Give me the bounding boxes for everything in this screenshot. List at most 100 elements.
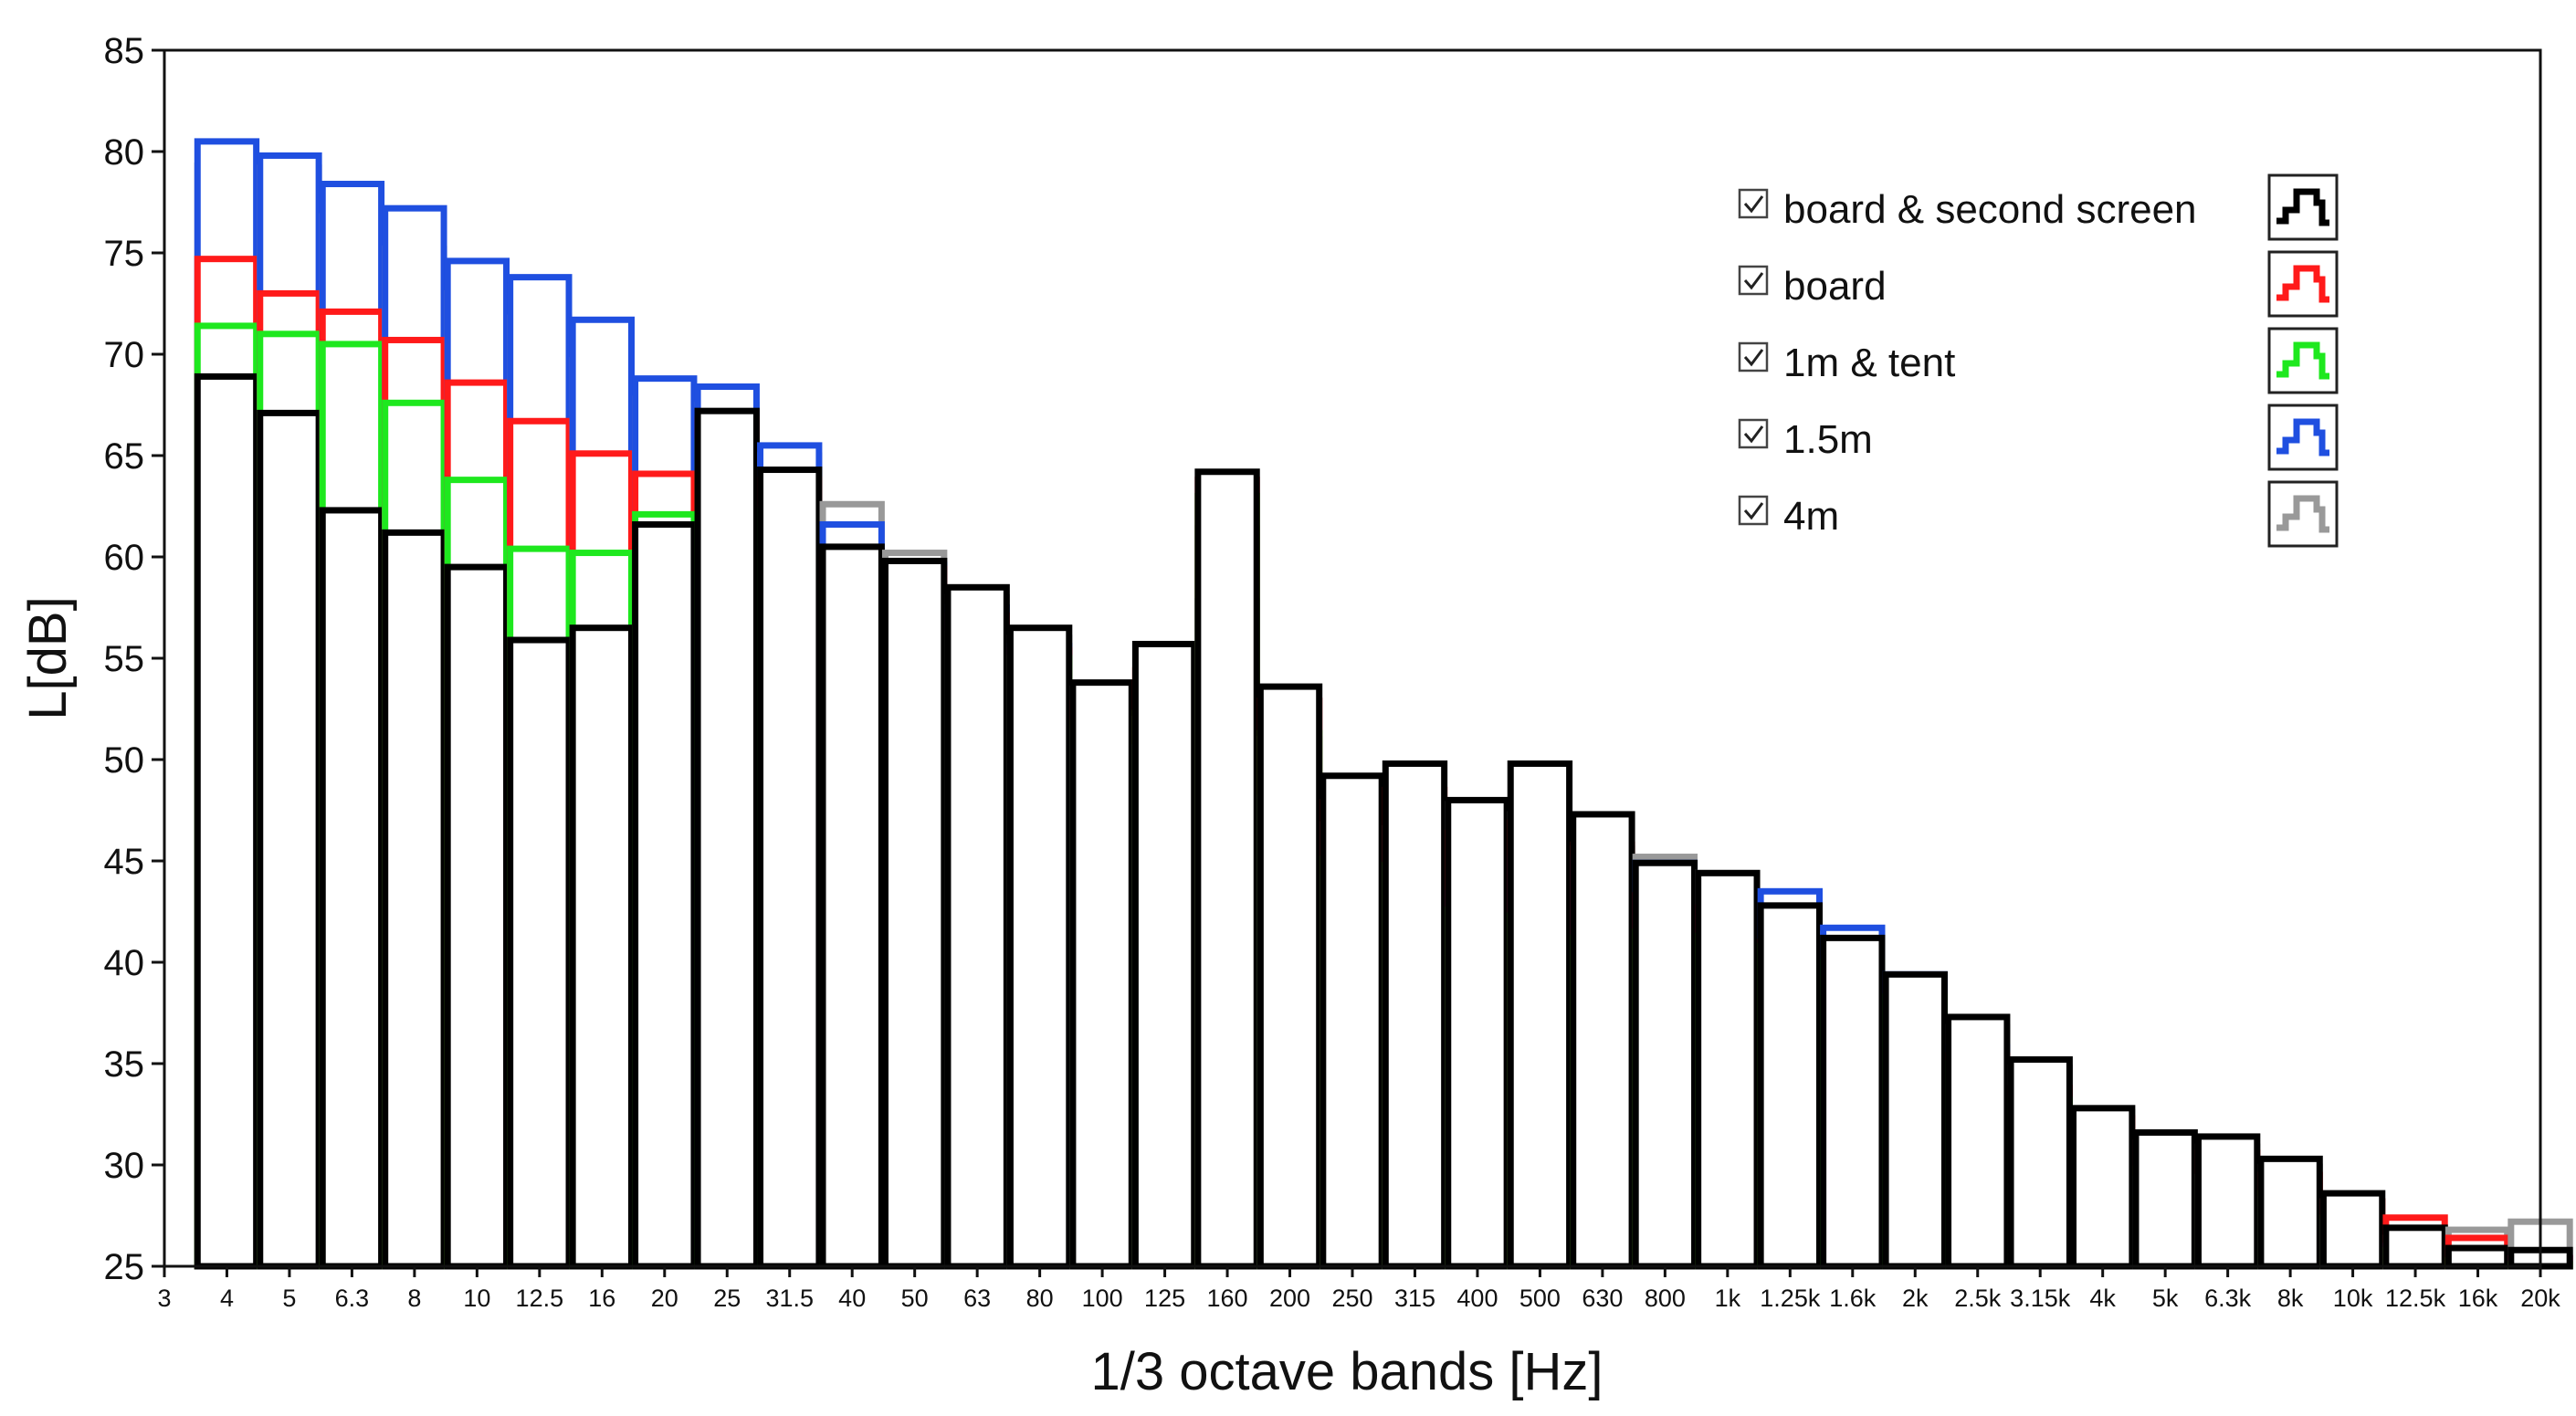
- check-icon: [1743, 425, 1764, 444]
- series-glyph-icon: [2276, 418, 2329, 456]
- band-group: [1820, 924, 1886, 1270]
- x-tick-label: 8k: [2277, 1285, 2304, 1312]
- bar-board-second-screen: [757, 467, 823, 1270]
- bar-board-second-screen: [257, 409, 322, 1270]
- x-tick-label: 3: [157, 1285, 171, 1312]
- bar-board-second-screen: [2257, 1155, 2323, 1270]
- band-group: [2132, 1128, 2198, 1270]
- band-group: [2382, 1214, 2448, 1270]
- x-tick-label: 80: [1026, 1285, 1054, 1312]
- x-axis: 3 4 5 6.3 8 10 12.5 16 20 25 31.5 40 50 63 80 100 125 160…: [157, 1266, 2560, 1312]
- x-tick-label: 500: [1519, 1285, 1561, 1312]
- bar-board-second-screen: [2007, 1056, 2073, 1270]
- x-tick-label: 800: [1645, 1285, 1686, 1312]
- x-tick-label: 125: [1144, 1285, 1185, 1312]
- band-group: [444, 257, 510, 1270]
- x-tick-label: 12.5k: [2385, 1285, 2446, 1312]
- bar-board-second-screen: [507, 636, 573, 1270]
- x-tick-label: 1.6k: [1829, 1285, 1877, 1312]
- check-icon: [1743, 502, 1764, 520]
- bar-board-second-screen: [2445, 1244, 2511, 1270]
- band-group: [1069, 679, 1135, 1270]
- bar-board-second-screen: [1820, 934, 1886, 1270]
- check-icon: [1743, 195, 1764, 214]
- bar-board-second-screen: [1507, 760, 1573, 1270]
- bars-layer: [194, 138, 2573, 1270]
- x-tick-label: 5: [282, 1285, 296, 1312]
- legend-swatch: [2267, 404, 2339, 471]
- band-group: [1006, 624, 1073, 1270]
- legend-label: 1.5m: [1783, 417, 1873, 462]
- y-tick-label: 80: [104, 132, 145, 173]
- bar-board-second-screen: [1757, 902, 1823, 1270]
- bar-board-second-screen: [1382, 760, 1448, 1270]
- legend-checkbox: [1738, 265, 1769, 296]
- legend-checkbox: [1738, 188, 1769, 219]
- band-group: [2194, 1133, 2261, 1270]
- band-group: [1507, 760, 1573, 1270]
- band-group: [1131, 640, 1198, 1270]
- x-tick-label: 25: [713, 1285, 741, 1312]
- bar-board-second-screen: [1695, 869, 1761, 1270]
- band-group: [382, 205, 447, 1270]
- bar-board-second-screen: [819, 543, 885, 1270]
- bar-board-second-screen: [1320, 772, 1385, 1270]
- bar-board-second-screen: [194, 372, 260, 1270]
- check-icon: [1743, 349, 1764, 367]
- band-group: [507, 274, 573, 1270]
- band-group: [1382, 760, 1448, 1270]
- x-tick-label: 1.25k: [1760, 1285, 1821, 1312]
- y-tick-label: 50: [104, 740, 145, 781]
- y-tick-label: 35: [104, 1044, 145, 1085]
- bar-board-second-screen: [944, 583, 1010, 1270]
- bar-board-second-screen: [632, 520, 698, 1270]
- band-group: [319, 181, 385, 1270]
- x-tick-label: 20k: [2520, 1285, 2560, 1312]
- bar-board-second-screen: [1570, 811, 1635, 1270]
- x-tick-label: 5k: [2152, 1285, 2179, 1312]
- x-tick-label: 6.3: [335, 1285, 370, 1312]
- y-tick-label: 65: [104, 436, 145, 477]
- band-group: [1570, 811, 1635, 1270]
- x-tick-label: 160: [1207, 1285, 1248, 1312]
- legend: board & second screen board 1m & tent 1.5m 4…: [1738, 173, 2339, 548]
- band-group: [944, 583, 1010, 1270]
- legend-label: 1m & tent: [1783, 341, 1955, 385]
- bar-board-second-screen: [319, 507, 385, 1270]
- x-tick-label: 31.5: [765, 1285, 814, 1312]
- band-group: [194, 138, 260, 1270]
- band-group: [1320, 772, 1385, 1270]
- bar-board-second-screen: [882, 557, 948, 1270]
- x-tick-label: 16: [588, 1285, 615, 1312]
- x-tick-label: 630: [1582, 1285, 1623, 1312]
- y-axis-label: L[dB]: [18, 596, 78, 719]
- bar-board-second-screen: [1256, 683, 1323, 1270]
- bar-board-second-screen: [1882, 970, 1948, 1270]
- band-group: [1882, 970, 1948, 1270]
- x-tick-label: 4k: [2089, 1285, 2116, 1312]
- x-tick-label: 100: [1082, 1285, 1123, 1312]
- x-tick-label: 2.5k: [1954, 1285, 2002, 1312]
- band-group: [882, 550, 948, 1270]
- band-group: [2445, 1226, 2511, 1270]
- legend-swatch: [2267, 480, 2339, 548]
- band-group: [1632, 854, 1698, 1270]
- x-axis-label: 1/3 octave bands [Hz]: [1091, 1342, 1603, 1401]
- band-group: [1945, 1013, 2011, 1270]
- band-group: [257, 152, 322, 1270]
- band-group: [694, 383, 760, 1270]
- y-tick-label: 70: [104, 335, 145, 375]
- bar-board-second-screen: [1194, 468, 1260, 1270]
- bar-board-second-screen: [1445, 796, 1510, 1270]
- series-glyph-icon: [2276, 341, 2329, 380]
- y-tick-label: 25: [104, 1247, 145, 1287]
- band-group: [1445, 796, 1510, 1270]
- y-tick-label: 40: [104, 943, 145, 983]
- band-group: [2070, 1105, 2136, 1270]
- x-tick-label: 10: [463, 1285, 490, 1312]
- bar-board-second-screen: [694, 407, 760, 1270]
- series-glyph-icon: [2276, 265, 2329, 303]
- x-tick-label: 8: [407, 1285, 421, 1312]
- x-tick-label: 400: [1456, 1285, 1498, 1312]
